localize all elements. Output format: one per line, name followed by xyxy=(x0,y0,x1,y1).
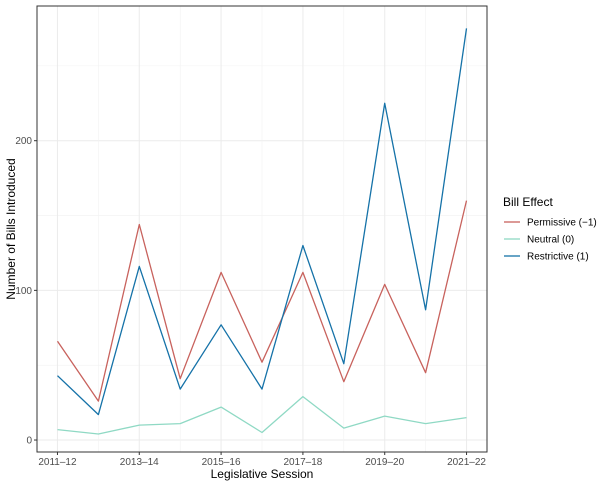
panel-border xyxy=(36,5,488,453)
x-tick-label: 2013–14 xyxy=(120,457,159,468)
x-tick-label: 2017–18 xyxy=(283,457,322,468)
series-layer xyxy=(56,28,468,435)
legend-label: Restrictive (1) xyxy=(527,252,589,263)
y-tick-label: 0 xyxy=(26,436,32,447)
series-line-permissive xyxy=(56,200,468,402)
legend: Bill Effect Permissive (−1) Neutral (0) Re… xyxy=(503,195,597,263)
series-line-neutral xyxy=(57,395,467,435)
y-tick-label: 200 xyxy=(15,136,32,147)
y-tick-label: 100 xyxy=(15,286,32,297)
grid xyxy=(37,6,487,452)
series-line-restrictive xyxy=(57,28,468,416)
x-tick-label: 2019–20 xyxy=(365,457,404,468)
legend-title: Bill Effect xyxy=(503,195,553,209)
x-axis-title: Legislative Session xyxy=(211,467,314,481)
x-axis: 2011–12 2013–14 2015–16 2017–18 2019–20 2021–… xyxy=(38,452,486,468)
y-axis: 0 100 200 xyxy=(15,136,37,447)
x-tick-label: 2021–22 xyxy=(447,457,486,468)
legend-label: Neutral (0) xyxy=(527,235,574,246)
legend-label: Permissive (−1) xyxy=(527,218,597,229)
x-tick-label: 2015–16 xyxy=(202,457,241,468)
y-axis-title: Number of Bills Introduced xyxy=(4,158,18,299)
x-tick-label: 2011–12 xyxy=(38,457,77,468)
